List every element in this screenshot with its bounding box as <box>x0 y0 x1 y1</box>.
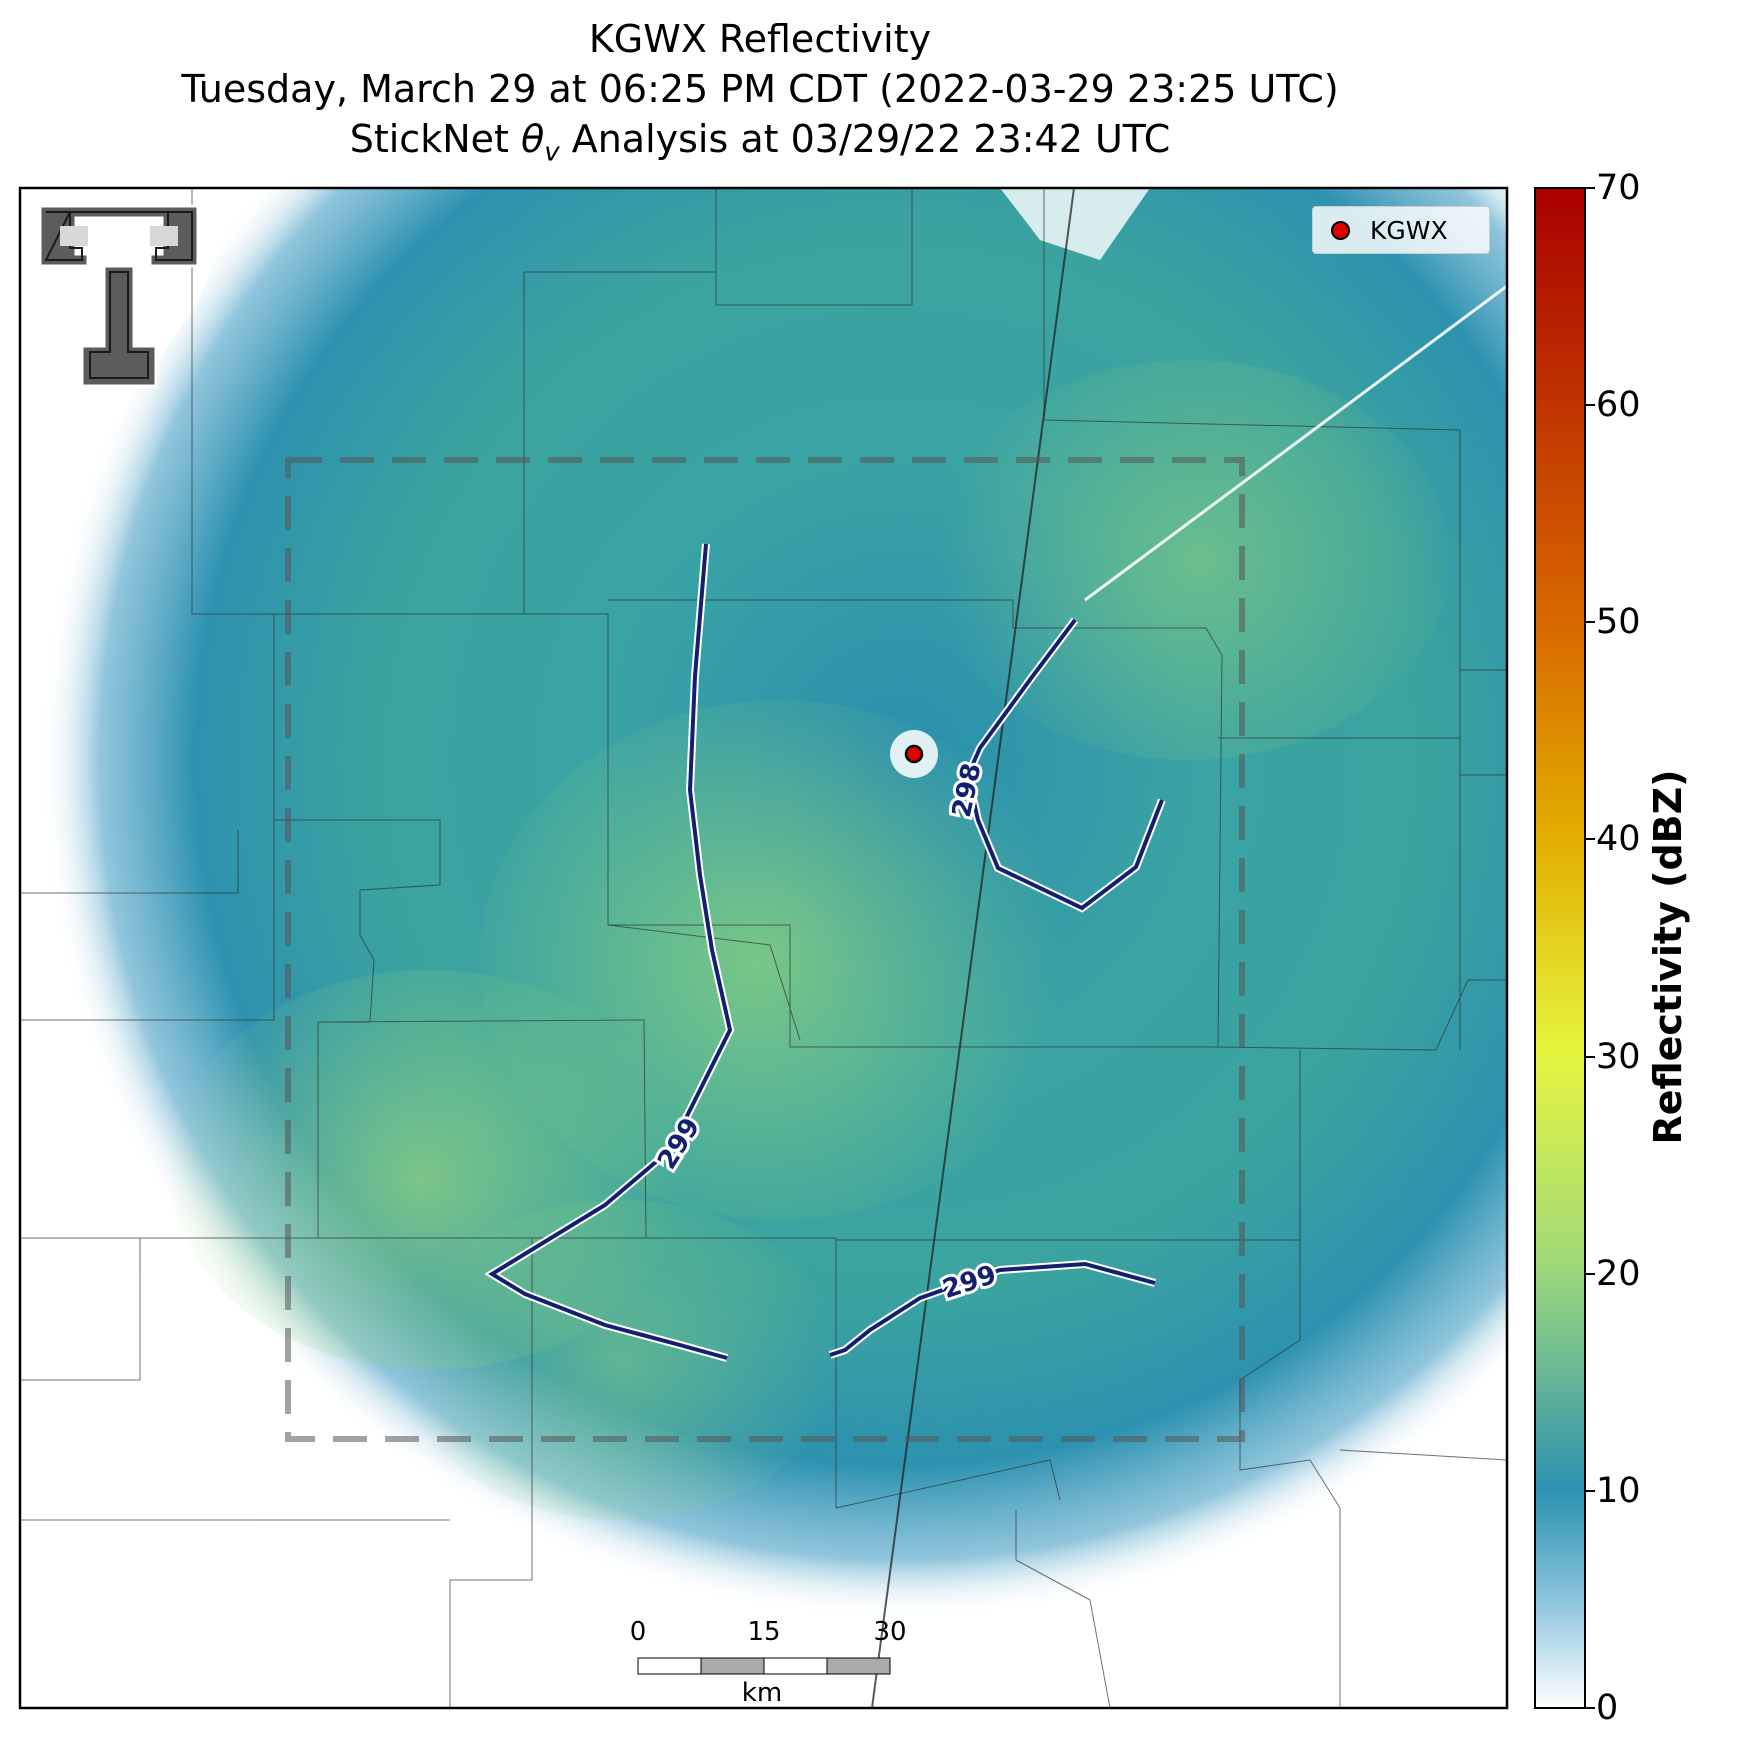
title-line-3-prefix: StickNet <box>349 117 521 161</box>
title-line-3-suffix: Analysis at 03/29/22 23:42 UTC <box>559 117 1171 161</box>
title-line-3: StickNet θv Analysis at 03/29/22 23:42 U… <box>0 114 1520 178</box>
theta-v-contours <box>484 543 1166 1362</box>
colorbar-tick-50: 50 <box>1596 602 1641 642</box>
scale-bar <box>637 1657 891 1675</box>
county-boundaries <box>20 188 1507 1708</box>
analysis-domain-box <box>285 457 1245 1442</box>
theta-symbol: θ <box>520 117 545 161</box>
scalebar-tick-30: 30 <box>873 1617 907 1647</box>
figure-title: KGWX Reflectivity Tuesday, March 29 at 0… <box>0 14 1520 178</box>
colorbar-tick-40: 40 <box>1596 819 1641 859</box>
theta-subscript: v <box>544 137 560 168</box>
colorbar <box>1534 187 1595 1709</box>
state-boundary <box>871 188 1075 1708</box>
texas-tech-double-t-logo <box>38 204 200 388</box>
scalebar-tick-15: 15 <box>747 1617 781 1647</box>
map-frame <box>18 186 1509 1710</box>
colorbar-tick-10: 10 <box>1596 1471 1641 1511</box>
colorbar-tick-60: 60 <box>1596 385 1641 425</box>
colorbar-label: Reflectivity (dBZ) <box>1646 769 1690 1145</box>
scalebar-unit: km <box>741 1678 783 1708</box>
legend-radar-marker-icon <box>1331 220 1350 240</box>
colorbar-tick-70: 70 <box>1596 168 1641 208</box>
legend: KGWX <box>1312 206 1490 254</box>
legend-label: KGWX <box>1370 215 1448 245</box>
colorbar-tick-30: 30 <box>1596 1037 1641 1077</box>
scalebar-tick-0: 0 <box>629 1617 647 1647</box>
colorbar-tick-20: 20 <box>1596 1254 1641 1294</box>
colorbar-tick-0: 0 <box>1596 1688 1619 1728</box>
map-area: 299 298 299 <box>20 188 1507 1708</box>
title-line-2: Tuesday, March 29 at 06:25 PM CDT (2022-… <box>181 67 1339 111</box>
title-line-1: KGWX Reflectivity <box>588 17 932 61</box>
radar-site-marker <box>904 744 924 764</box>
